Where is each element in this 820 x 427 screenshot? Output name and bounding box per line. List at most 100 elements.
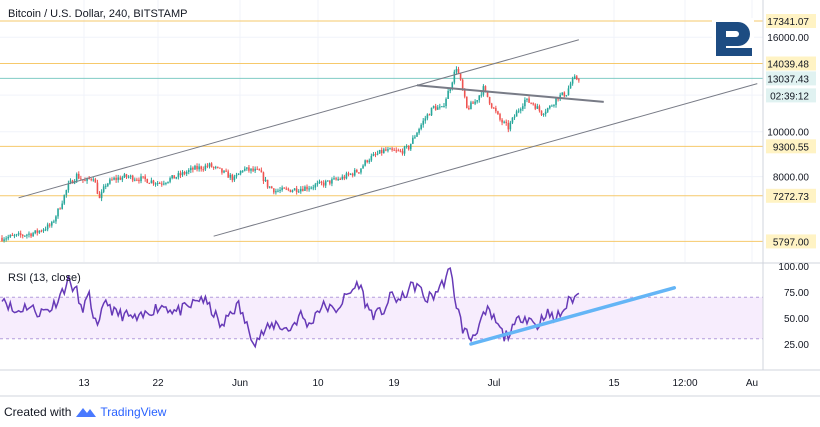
candle (337, 178, 339, 180)
rsi-trend-line (469, 286, 677, 346)
candle (447, 90, 449, 99)
candle (200, 166, 202, 170)
chart[interactable]: 16000.0012000.0010000.008000.0017341.071… (0, 0, 820, 400)
candle (341, 176, 344, 180)
candle (441, 106, 443, 108)
candle (573, 76, 576, 79)
candle (472, 102, 474, 104)
candle (416, 132, 418, 137)
price-pane[interactable] (0, 0, 763, 370)
time-tick: Jul (488, 378, 501, 389)
candle (497, 111, 499, 115)
candle (364, 160, 366, 166)
candle (183, 172, 186, 174)
candle (61, 203, 63, 209)
candle (362, 165, 364, 169)
candle (117, 177, 119, 180)
candle (351, 173, 354, 176)
rsi-tick: 100.00 (778, 262, 809, 273)
candle (575, 76, 578, 80)
candle (227, 171, 229, 178)
candle (542, 113, 545, 115)
candle (285, 188, 288, 190)
candle (53, 221, 55, 223)
candle (463, 89, 466, 97)
countdown-bg (766, 88, 816, 103)
candle (173, 175, 176, 179)
candle (422, 120, 425, 125)
price-label-bg (766, 139, 816, 154)
candle (32, 233, 34, 237)
candle (546, 108, 549, 112)
time-tick: 13 (78, 378, 90, 389)
candle (532, 103, 534, 105)
candle (256, 168, 259, 170)
candle (486, 90, 489, 97)
candle (246, 167, 248, 169)
time-tick: 12:00 (672, 378, 697, 389)
candle (420, 124, 422, 130)
candle (208, 163, 211, 167)
candle (449, 89, 451, 91)
candle (349, 173, 352, 175)
candle (310, 187, 312, 189)
candle (171, 175, 173, 179)
candle (439, 106, 441, 108)
candle (181, 172, 184, 176)
candle (409, 143, 412, 150)
candle (217, 166, 219, 168)
candle (343, 176, 346, 179)
candle (536, 106, 539, 109)
candle (264, 179, 267, 182)
candle (534, 104, 537, 109)
candle (368, 160, 371, 163)
candle (561, 92, 564, 95)
candle (44, 229, 47, 231)
candle (51, 222, 53, 226)
time-tick: 15 (608, 378, 620, 389)
candle (366, 160, 368, 163)
candle (370, 155, 373, 161)
candle (329, 180, 331, 184)
candle (55, 216, 57, 222)
candle (194, 165, 196, 170)
candle (405, 145, 408, 147)
rsi-pane[interactable] (0, 262, 820, 349)
candle (372, 154, 375, 156)
candle (77, 173, 80, 179)
candle (339, 178, 342, 180)
candle (13, 235, 16, 237)
candle (470, 102, 472, 110)
tradingview-link[interactable]: TradingView (100, 405, 167, 419)
candle (492, 107, 495, 109)
candle (26, 234, 28, 236)
candle (358, 172, 360, 174)
candle (152, 180, 155, 184)
candle (490, 103, 493, 108)
candle (279, 189, 281, 191)
candle (526, 98, 528, 100)
candle (273, 188, 275, 193)
price-label: 13037.43 (767, 74, 809, 85)
candle (484, 86, 487, 91)
candle (237, 173, 240, 175)
candle (248, 167, 250, 171)
candle (345, 173, 348, 179)
candle (517, 110, 520, 112)
candle (148, 182, 151, 184)
candle (34, 230, 36, 234)
candle (15, 234, 18, 236)
candle (300, 188, 302, 192)
candle (287, 188, 290, 190)
candle (100, 191, 103, 199)
candle (219, 167, 221, 169)
candle (150, 180, 153, 183)
candle (571, 78, 574, 84)
candle (134, 179, 136, 181)
candle (90, 178, 93, 180)
candle (557, 98, 559, 100)
candle (291, 190, 294, 193)
candle (418, 129, 420, 133)
countdown: 02:39:12 (770, 91, 809, 102)
candle (474, 101, 476, 104)
